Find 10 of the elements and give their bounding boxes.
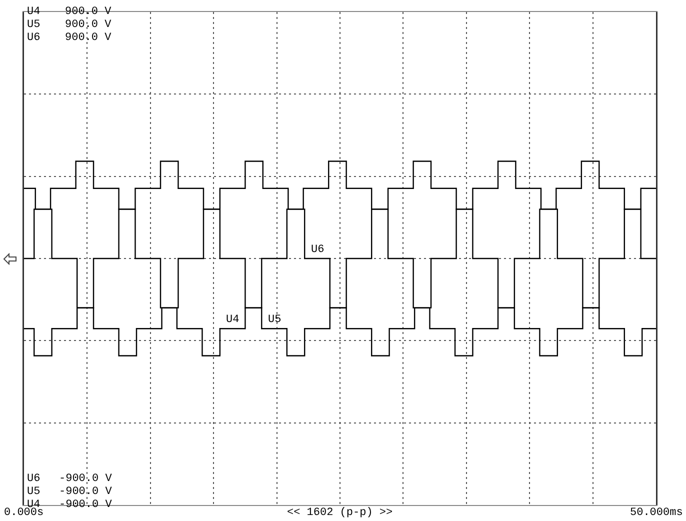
series-label: U4 — [226, 314, 240, 326]
x-tick-label: 50.000ms — [630, 507, 683, 519]
series-label: U6 — [311, 244, 324, 256]
text: U4 — [27, 6, 40, 18]
text: U5 — [27, 19, 40, 31]
series-label: U5 — [268, 314, 282, 326]
text: U6 — [27, 473, 40, 485]
text: U6 — [27, 32, 40, 44]
text: << 1602 (p-p) >> — [287, 507, 393, 519]
text: U5 — [27, 486, 40, 498]
